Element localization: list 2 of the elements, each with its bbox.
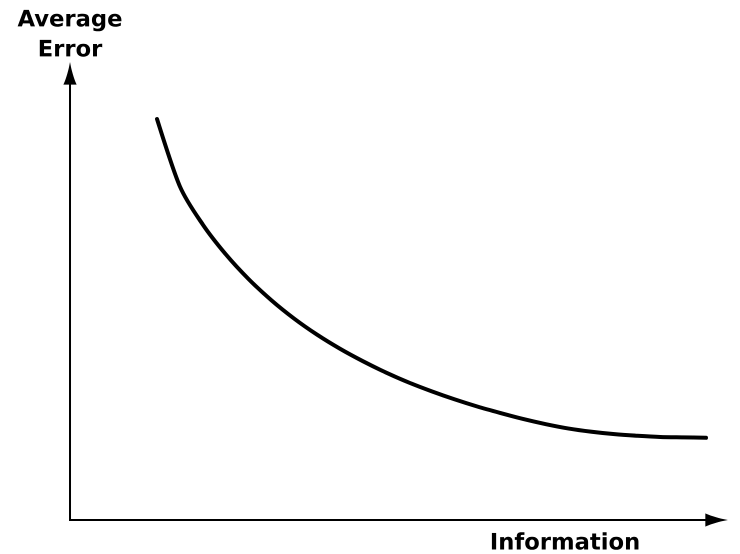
x-axis-title: Information <box>492 532 638 550</box>
y-axis-title: Average Error <box>18 10 122 57</box>
